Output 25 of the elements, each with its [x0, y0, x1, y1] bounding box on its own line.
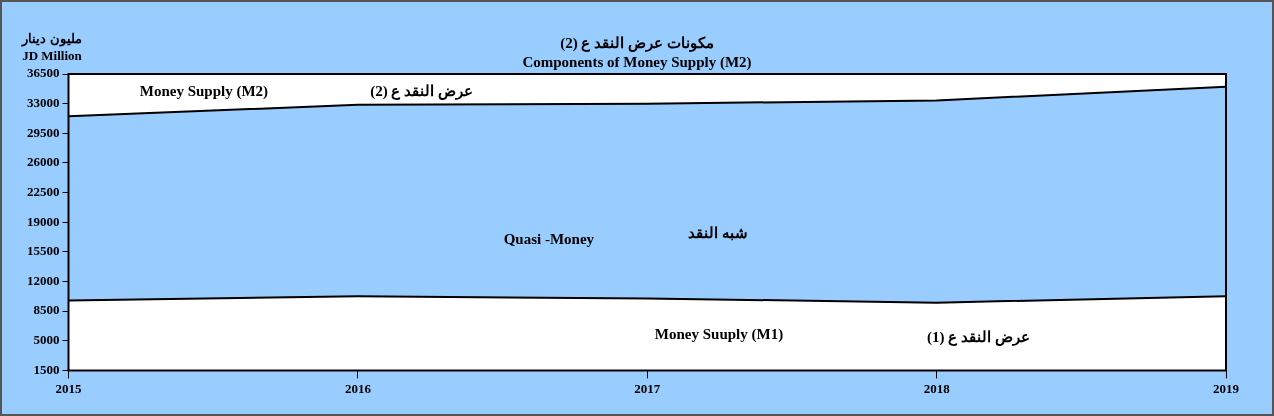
chart-subtitle: Components of Money Supply (M2) [522, 54, 752, 70]
x-tick-label: 2015 [55, 380, 82, 396]
y-tick-label: 29500 [27, 124, 60, 140]
y-tick-label: 1500 [33, 361, 60, 377]
y-tick-label: 8500 [33, 302, 60, 318]
annotation: Money Suuply (M1) [654, 326, 784, 344]
chart-title: مكونات عرض النقد ع (2) [560, 35, 714, 51]
annotation: عرض النقد ع (1) [926, 328, 1030, 346]
y-tick-label: 12000 [27, 272, 60, 288]
y-tick-label: 22500 [27, 183, 60, 199]
annotation: Money Supply (M2) [139, 82, 269, 100]
y-tick-label: 15500 [27, 243, 60, 259]
annotation: Quasi -Money [503, 230, 595, 247]
y-tick-label: 26000 [27, 154, 60, 170]
x-tick-label: 2017 [634, 380, 661, 396]
y-tick-label: 19000 [27, 213, 60, 229]
y-tick-label: 5000 [33, 332, 60, 348]
x-tick-label: 2018 [923, 380, 951, 396]
y-tick-label: 36500 [27, 65, 60, 81]
annotation: شبه النقد [687, 224, 748, 241]
x-tick-label: 2016 [344, 380, 372, 396]
x-tick-label: 2019 [1213, 380, 1240, 396]
y-tick-label: 33000 [27, 95, 60, 110]
y-axis-title: مليون دينار JD Million [20, 30, 83, 64]
annotation: عرض النقد ع (2) [370, 82, 473, 100]
